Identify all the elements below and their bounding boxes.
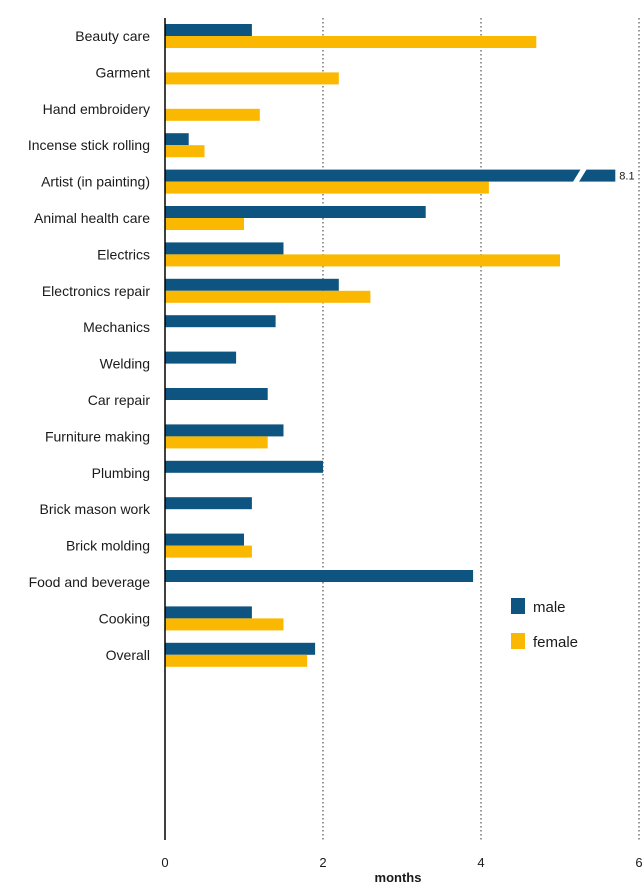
bar-male: [165, 169, 616, 182]
bar-female: [165, 618, 284, 631]
bar-male: [165, 133, 189, 146]
category-label: Garment: [96, 64, 151, 80]
bar-male: [165, 315, 276, 328]
legend-female-label: female: [533, 634, 578, 651]
bar-male: [165, 497, 252, 510]
category-labels: Beauty care Garment Hand embroidery Incense…: [28, 28, 151, 663]
category-label: Hand embroidery: [43, 101, 150, 117]
bar-male: [165, 606, 252, 619]
gridlines: [322, 18, 640, 840]
bar-female: [165, 145, 205, 158]
legend-male-swatch: [511, 598, 525, 614]
bar-male: [165, 242, 284, 255]
bar-male: [165, 460, 323, 473]
category-label: Animal health care: [34, 210, 150, 226]
category-label: Artist (in painting): [41, 174, 150, 190]
category-label: Plumbing: [92, 465, 150, 481]
bar-female: [165, 181, 489, 194]
bar-male: [165, 24, 252, 36]
category-label: Electronics repair: [42, 283, 150, 299]
category-label: Furniture making: [45, 428, 150, 444]
bar-female: [165, 36, 537, 48]
bar-female: [165, 654, 308, 667]
bar-female: [165, 72, 339, 85]
legend-female-swatch: [511, 633, 525, 649]
category-label: Car repair: [88, 392, 151, 408]
bar-female: [165, 108, 260, 121]
category-label: Electrics: [97, 246, 150, 262]
bar-male: [165, 388, 268, 400]
category-label: Welding: [100, 356, 150, 372]
category-label: Mechanics: [83, 319, 150, 335]
x-tick-label: 0: [161, 855, 168, 870]
x-tick-label: 6: [635, 855, 642, 870]
category-label: Food and beverage: [29, 574, 151, 590]
bar-female: [165, 290, 371, 303]
bar-male: [165, 570, 474, 582]
category-label: Beauty care: [75, 28, 150, 44]
bar-break-mark: [572, 169, 587, 183]
bar-male: [165, 351, 237, 364]
bar-female: [165, 254, 560, 267]
x-axis-ticks: 0 2 4 6: [161, 855, 642, 870]
category-label: Brick molding: [66, 538, 150, 554]
x-tick-label: 2: [319, 855, 326, 870]
category-label: Overall: [106, 647, 150, 663]
bar-male: [165, 533, 244, 546]
category-label: Brick mason work: [40, 501, 151, 517]
legend-male-label: male: [533, 599, 566, 616]
bar-male: [165, 424, 284, 437]
x-tick-label: 4: [477, 855, 484, 870]
category-label: Cooking: [99, 610, 150, 626]
bar-female: [165, 436, 268, 449]
bar-male: [165, 278, 339, 291]
bars: 8.1: [165, 24, 635, 667]
bar-male: [165, 206, 426, 218]
data-label-male: 8.1: [619, 171, 634, 183]
category-label: Incense stick rolling: [28, 137, 150, 153]
legend: male female: [511, 598, 578, 651]
bar-female: [165, 218, 244, 230]
x-axis-title: months: [375, 870, 422, 883]
bar-female: [165, 545, 252, 558]
bar-male: [165, 642, 316, 655]
